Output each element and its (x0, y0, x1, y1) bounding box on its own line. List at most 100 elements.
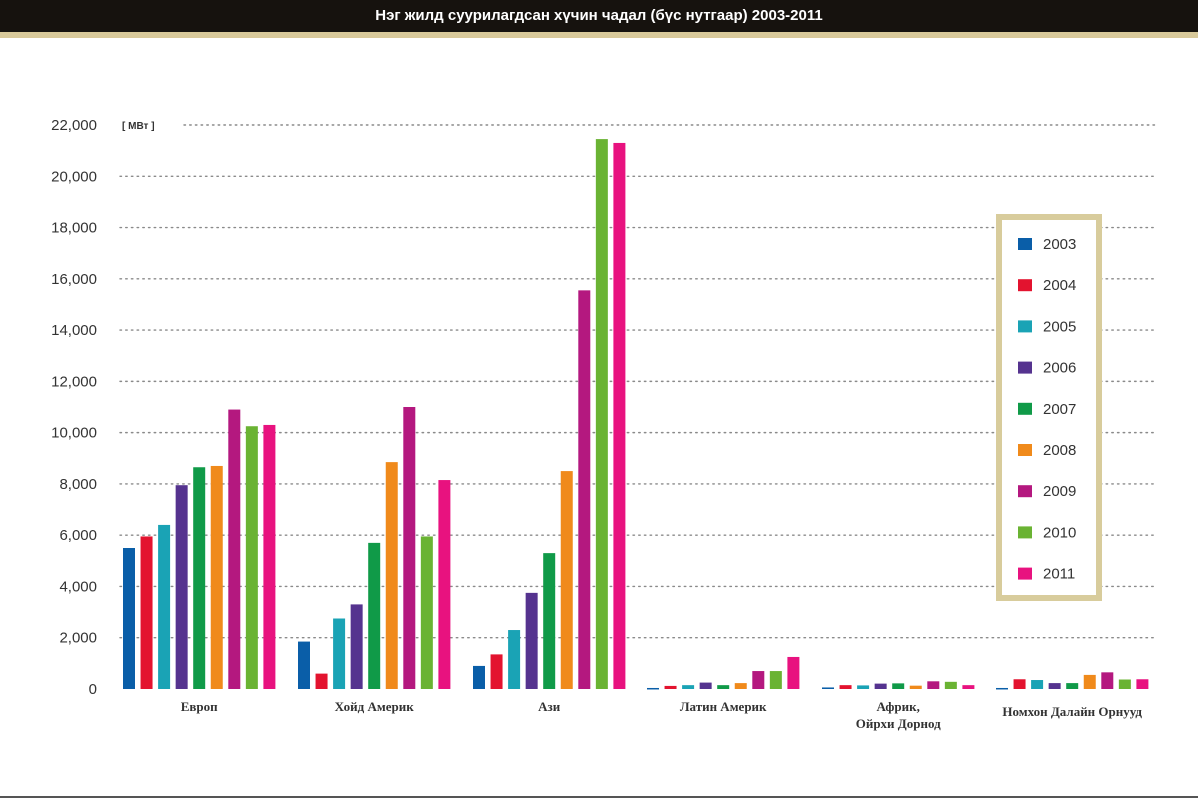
bar-2009-1 (403, 407, 416, 689)
bar-2008-3 (734, 683, 747, 689)
bar-2006-3 (699, 682, 712, 689)
bar-2008-4 (909, 685, 922, 689)
bar-2003-0 (123, 548, 135, 689)
legend-swatch-2009 (1018, 485, 1032, 498)
legend-swatch-2008 (1018, 444, 1032, 456)
bar-2011-1 (438, 480, 451, 689)
category-label: Европ (181, 699, 218, 714)
y-tick-label: 18,000 (51, 220, 97, 237)
y-tick-label: 10,000 (51, 425, 97, 442)
bar-2010-4 (944, 681, 957, 689)
bar-2005-2 (508, 630, 521, 689)
legend-label-2006: 2006 (1043, 360, 1076, 377)
bar-2011-4 (962, 685, 975, 689)
gridlines (119, 124, 1156, 639)
bar-2003-1 (298, 641, 310, 689)
bar-2009-2 (578, 290, 591, 689)
category-label: Номхон Далайн Орнууд (1002, 704, 1142, 719)
bar-2006-4 (874, 683, 887, 689)
y-tick-label: 2,000 (59, 630, 97, 647)
bar-2009-4 (927, 681, 940, 689)
bar-2006-1 (350, 604, 363, 689)
bars (123, 139, 1149, 690)
bar-2007-4 (892, 683, 905, 689)
y-tick-label: 0 (89, 681, 97, 698)
category-label: Ази (538, 699, 561, 714)
y-tick-label: 4,000 (59, 578, 97, 595)
bottom-rule (0, 796, 1198, 798)
legend-swatch-2004 (1018, 279, 1032, 292)
bar-2006-2 (525, 592, 538, 689)
category-label: Латин Америк (680, 699, 767, 714)
y-tick-label: 20,000 (51, 168, 97, 185)
y-tick-label: 6,000 (59, 527, 97, 544)
bar-2009-0 (228, 409, 241, 689)
legend-label-2009: 2009 (1043, 483, 1076, 500)
unit-label: [ МВт ] (122, 121, 155, 132)
bar-2003-3 (647, 687, 659, 690)
bar-2004-4 (839, 685, 852, 689)
y-tick-label: 12,000 (51, 373, 97, 390)
bar-2008-0 (210, 465, 223, 689)
bar-2007-5 (1066, 683, 1079, 689)
bar-2005-5 (1031, 680, 1044, 689)
legend-box (996, 214, 1102, 601)
bar-2009-3 (752, 671, 765, 689)
bar-2007-0 (193, 467, 206, 689)
y-axis-tick-labels: 0 2,000 4,000 6,000 8,000 10,000 12,000 14,000 1… (51, 117, 97, 698)
y-tick-label: 16,000 (51, 271, 97, 288)
title-accent-stripe (0, 32, 1198, 38)
bar-2007-3 (717, 685, 730, 689)
chart-title: Нэг жилд суурилагдсан хүчин чадал (бүс н… (375, 7, 823, 24)
y-tick-label: 22,000 (51, 117, 97, 134)
y-tick-label: 14,000 (51, 322, 97, 339)
bar-2008-2 (560, 471, 573, 689)
bar-2010-0 (245, 426, 258, 689)
y-tick-label: 8,000 (59, 476, 97, 493)
bar-2011-2 (613, 142, 626, 690)
legend-label-2008: 2008 (1043, 442, 1076, 459)
bar-2010-1 (420, 536, 433, 689)
legend-swatch-2010 (1018, 526, 1032, 539)
bar-2003-2 (473, 665, 485, 689)
bar-2008-1 (385, 462, 398, 689)
bar-2004-2 (490, 654, 503, 689)
bar-2004-1 (315, 673, 328, 689)
bar-2006-5 (1048, 683, 1061, 689)
bar-2003-4 (822, 687, 834, 689)
bar-2004-5 (1013, 679, 1026, 689)
bar-2011-5 (1136, 679, 1149, 689)
bar-2006-0 (175, 485, 188, 689)
bar-2011-0 (263, 424, 276, 689)
bar-2005-1 (333, 618, 346, 689)
legend-swatch-2011 (1018, 567, 1032, 580)
legend-swatch-2005 (1018, 320, 1032, 333)
bar-2004-0 (140, 536, 153, 689)
bar-2007-1 (368, 542, 381, 689)
legend-label-2004: 2004 (1043, 277, 1076, 294)
category-label: Африк, Ойрхи Дорнод (856, 699, 941, 731)
legend-swatch-2007 (1018, 402, 1032, 415)
bar-2010-2 (595, 139, 608, 690)
category-label: Хойд Америк (335, 699, 415, 714)
bar-2009-5 (1101, 672, 1114, 689)
bar-2010-3 (769, 671, 782, 689)
legend-label-2005: 2005 (1043, 318, 1076, 335)
bar-2005-4 (857, 685, 870, 689)
bar-2007-2 (543, 553, 556, 689)
legend-label-2010: 2010 (1043, 524, 1076, 541)
title-bar (0, 0, 1198, 32)
legend-label-2003: 2003 (1043, 236, 1076, 253)
bar-2003-5 (996, 687, 1008, 690)
legend-label-2007: 2007 (1043, 401, 1076, 418)
bar-2008-5 (1083, 674, 1096, 689)
bar-2005-3 (682, 685, 695, 689)
legend-swatch-2003 (1018, 238, 1032, 250)
bar-2010-5 (1118, 679, 1131, 689)
category-labels: Европ Хойд Америк Ази Латин Америк Африк, Ойр… (181, 699, 1143, 731)
legend-swatch-2006 (1018, 361, 1032, 374)
legend: 2003 2004 2005 2006 2007 2008 2009 2010 2011 (996, 214, 1102, 601)
legend-label-2011: 2011 (1043, 566, 1075, 583)
bar-2005-0 (158, 524, 171, 689)
